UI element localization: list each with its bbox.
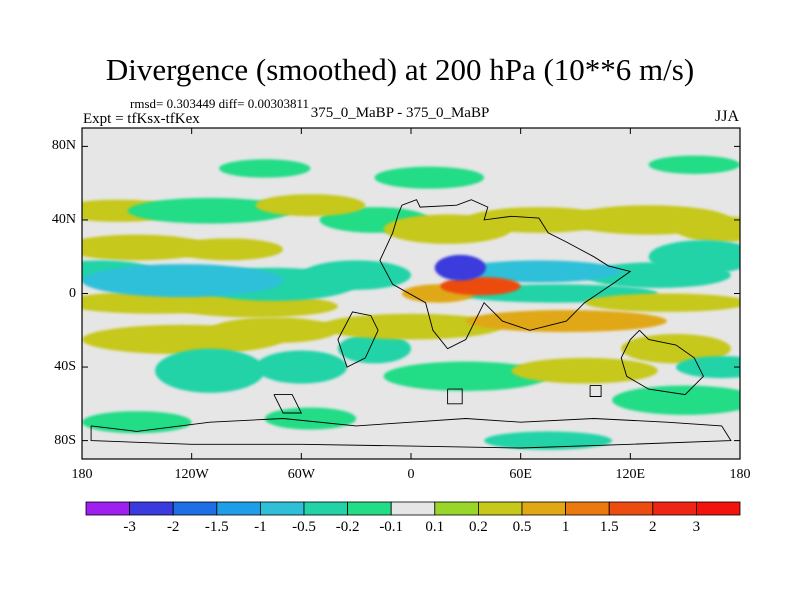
field-blob: [337, 333, 412, 364]
y-tick-label: 0: [69, 285, 76, 301]
colorbar-swatch: [565, 501, 610, 516]
y-tick-label: 80N: [51, 138, 76, 154]
field-blob: [383, 361, 549, 391]
field-blob: [440, 276, 521, 296]
coastline: [90, 418, 732, 449]
x-tick-label: 120E: [615, 467, 646, 482]
season-label: JJA: [715, 108, 740, 125]
field-blob: [484, 431, 613, 450]
field-blob: [566, 205, 731, 235]
colorbar-swatch: [303, 501, 348, 516]
colorbar-label: -1.5: [204, 519, 229, 535]
colorbar-label: 0.5: [512, 519, 532, 535]
coastline: [589, 384, 602, 397]
colorbar-swatch: [521, 501, 566, 516]
chart-title: Divergence (smoothed) at 200 hPa (10**6 …: [105, 52, 695, 87]
field-blob: [456, 260, 622, 283]
colorbar-swatch: [85, 501, 130, 516]
colorbar-swatch: [390, 501, 436, 516]
field-blob: [648, 155, 740, 174]
colorbar: [85, 501, 741, 516]
field-blob: [676, 356, 740, 379]
field-blob: [82, 234, 210, 261]
colorbar-label: -0.5: [292, 519, 316, 535]
colorbar-label: 0.1: [425, 519, 445, 535]
colorbar-label: -2: [166, 519, 180, 535]
axis-ticks: [81, 128, 741, 459]
colorbar-label: -0.2: [335, 519, 360, 535]
experiment-label: Expt = tfKsx-tfKex: [83, 111, 200, 127]
field-blob: [82, 411, 192, 434]
coastline: [379, 199, 632, 350]
coastlines: [90, 199, 732, 449]
colorbar-label: -3: [123, 519, 136, 535]
colorbar-swatch: [347, 501, 392, 516]
period-label: 375_0_MaBP - 375_0_MaBP: [310, 105, 490, 121]
field-blob: [209, 317, 338, 344]
colorbar-label: -0.1: [379, 519, 404, 535]
divergence-field: [82, 155, 740, 450]
colorbar-swatch: [434, 501, 479, 516]
field-blob: [255, 194, 366, 217]
field-blob: [584, 293, 740, 312]
colorbar-swatch: [608, 501, 654, 516]
field-blob: [374, 166, 485, 189]
colorbar-swatch: [129, 501, 174, 516]
colorbar-swatch: [477, 501, 523, 516]
coastline: [273, 394, 303, 414]
coastline: [337, 311, 379, 368]
field-blob: [612, 385, 740, 415]
x-tick-label: 180: [71, 467, 93, 482]
x-tick-label: 120W: [174, 467, 209, 482]
field-blob: [383, 214, 512, 244]
colorbar-swatch: [259, 501, 305, 516]
field-blob: [173, 295, 338, 318]
colorbar-label: 1: [561, 519, 570, 535]
y-tick-label: 80S: [54, 432, 76, 448]
stats-label: rmsd= 0.303449 diff= 0.00303811: [130, 96, 309, 111]
colorbar-label: 2: [649, 519, 657, 535]
colorbar-label: 1.5: [599, 519, 619, 535]
colorbar-swatch: [696, 501, 741, 516]
coastline: [447, 388, 463, 405]
field-blob: [82, 264, 284, 298]
field-blob: [255, 350, 348, 384]
field-blob: [155, 348, 265, 393]
colorbar-label: 3: [692, 519, 701, 535]
x-tick-label: 60E: [509, 467, 532, 482]
colorbar-label: -1: [254, 519, 267, 535]
x-tick-label: 0: [407, 467, 415, 482]
coastline: [620, 329, 704, 396]
colorbar-swatch: [216, 501, 261, 516]
field-blob: [219, 159, 311, 178]
y-tick-label: 40N: [51, 211, 76, 227]
x-tick-label: 180: [729, 467, 751, 482]
field-blob: [127, 197, 293, 224]
y-tick-label: 40S: [54, 359, 76, 375]
colorbar-swatch: [172, 501, 218, 516]
colorbar-label: 0.2: [469, 519, 488, 535]
field-blob: [621, 333, 731, 364]
field-blob: [319, 313, 503, 340]
colorbar-swatch: [652, 501, 697, 516]
x-tick-label: 60W: [287, 467, 315, 482]
field-blob: [511, 357, 658, 384]
field-blob: [434, 254, 486, 281]
